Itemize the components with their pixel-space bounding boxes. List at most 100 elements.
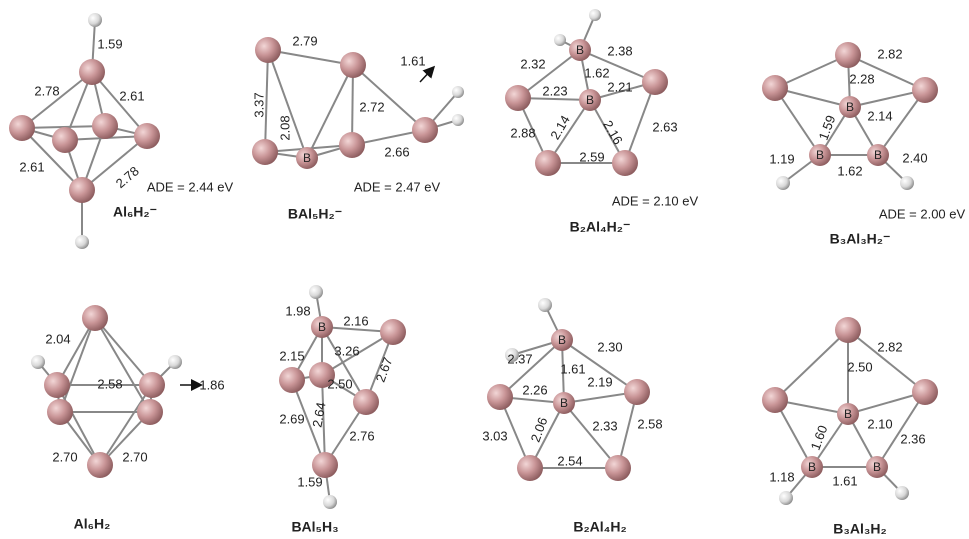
bond-length: 2.79 — [292, 33, 317, 48]
hydrogen-atom — [88, 13, 102, 27]
bond-line — [563, 402, 619, 469]
atom — [912, 77, 938, 103]
bond-length: 2.78 — [34, 83, 59, 98]
formula: B₂Al₄H₂⁻ — [570, 219, 631, 235]
ade-label: ADE = 2.44 eV — [147, 179, 234, 194]
hydrogen-atom — [31, 355, 45, 369]
bond-length: 1.59 — [816, 113, 839, 142]
atom-label: B — [874, 148, 882, 162]
bond-line — [91, 71, 148, 137]
atom — [134, 123, 160, 149]
atom — [839, 96, 861, 118]
bond-length: 1.61 — [400, 53, 425, 68]
atom — [137, 399, 163, 425]
bond-line — [774, 54, 849, 89]
bond-line — [56, 384, 101, 466]
bond-length: 2.14 — [867, 108, 892, 123]
atom — [762, 75, 788, 101]
atom — [79, 59, 105, 85]
atom — [44, 372, 70, 398]
bond-length: 1.19 — [769, 151, 794, 166]
bond-length: 2.82 — [877, 339, 902, 354]
atom — [553, 392, 575, 414]
bond-length: 2.58 — [97, 376, 122, 391]
atom — [835, 317, 861, 343]
bond-line — [351, 64, 354, 146]
bond-length: 1.18 — [769, 469, 794, 484]
bond-length: 2.61 — [19, 159, 44, 174]
bond-length: 3.03 — [482, 428, 507, 443]
hydrogen-atom — [776, 176, 790, 190]
bond-length: 2.36 — [900, 431, 925, 446]
bond-length: 2.15 — [279, 348, 304, 363]
bond-length: 2.40 — [902, 150, 927, 165]
bond-length: 2.82 — [877, 46, 902, 61]
atom — [569, 39, 591, 61]
hydrogen-atom — [75, 235, 89, 249]
formula: B₃Al₃H₂⁻ — [830, 231, 891, 247]
bond-line — [774, 329, 849, 401]
atom — [612, 150, 638, 176]
atom — [380, 319, 406, 345]
atom — [505, 85, 531, 111]
atom — [311, 316, 333, 338]
bond-line — [877, 89, 926, 156]
atoms — [9, 9, 938, 509]
hydrogen-atom — [538, 298, 552, 312]
atom — [309, 362, 335, 388]
atom-label: B — [816, 148, 824, 162]
hydrogen-atom — [168, 355, 182, 369]
bond-length: 2.33 — [592, 418, 617, 433]
bond-length: 2.38 — [607, 43, 632, 58]
labels: 1.59 2.78 2.61 2.61 2.78 ADE = 2.44 eV Al₆H₂⁻ B… — [19, 33, 965, 536]
atom-label: B — [808, 460, 816, 474]
atom — [605, 455, 631, 481]
bond-line — [21, 125, 106, 129]
bond-length: 2.78 — [113, 163, 142, 191]
hydrogen-atom — [452, 114, 464, 126]
bond-line — [321, 374, 326, 466]
bond-length: 2.50 — [847, 359, 872, 374]
bond-length: 2.28 — [849, 71, 874, 86]
bond-line — [561, 339, 638, 393]
atom-label: B — [558, 333, 566, 347]
atom — [139, 372, 165, 398]
bond-length: 1.98 — [285, 303, 310, 318]
bond-length: 2.88 — [510, 125, 535, 140]
bond-length: 2.23 — [542, 83, 567, 98]
bond-length: 1.59 — [297, 474, 322, 489]
bond-length: 2.70 — [122, 449, 147, 464]
bond-length: 2.66 — [384, 144, 409, 159]
bond-length: 2.76 — [349, 428, 374, 443]
hydrogen-atom — [505, 348, 519, 362]
hydrogen-atom — [554, 34, 566, 46]
bond-length: 2.16 — [343, 313, 368, 328]
bond-length: 2.10 — [867, 416, 892, 431]
bond-line — [321, 331, 394, 376]
bond-length: 2.58 — [637, 416, 662, 431]
formula: BAl₅H₂⁻ — [288, 206, 342, 222]
bond-length: 3.26 — [334, 343, 359, 358]
atom — [551, 329, 573, 351]
formula: Al₆H₂⁻ — [113, 204, 157, 220]
bond-line — [499, 339, 563, 398]
bond-length: 2.72 — [359, 99, 384, 114]
hydrogen-atom — [323, 495, 337, 509]
bond-line — [267, 49, 308, 159]
atom — [312, 452, 338, 478]
bond-line — [876, 391, 926, 468]
bond-line — [264, 49, 269, 153]
bond-line — [617, 391, 638, 469]
atom — [52, 127, 78, 153]
bond-length: 2.19 — [587, 374, 612, 389]
bond-length: 2.21 — [607, 79, 632, 94]
atom-label: B — [586, 93, 594, 107]
bond-line — [306, 64, 354, 159]
atom — [517, 455, 543, 481]
bond-line — [21, 71, 93, 129]
atom — [624, 379, 650, 405]
bond-length: 1.62 — [837, 163, 862, 178]
atom — [579, 89, 601, 111]
atom-label: B — [873, 460, 881, 474]
bond-line — [579, 49, 656, 83]
